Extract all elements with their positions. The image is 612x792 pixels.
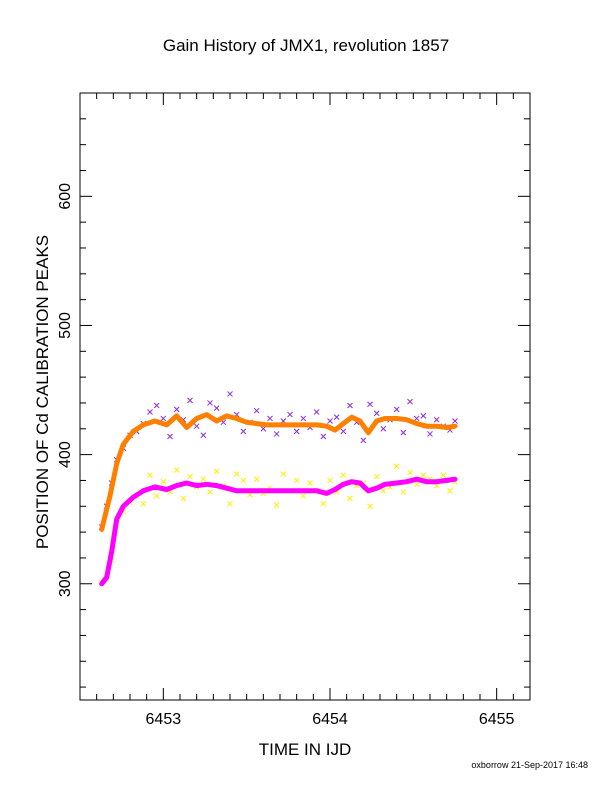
y-tick-label: 600 — [57, 183, 74, 210]
data-point — [233, 471, 240, 477]
data-point — [293, 477, 300, 484]
data-point — [367, 401, 373, 408]
data-point — [213, 468, 220, 475]
y-tick-label: 500 — [57, 312, 74, 339]
data-point — [180, 495, 187, 502]
y-tick-label: 400 — [57, 441, 74, 468]
data-point — [240, 428, 247, 435]
data-point — [173, 406, 180, 413]
data-point — [433, 416, 440, 423]
trend-line — [99, 412, 458, 532]
plot-frame — [79, 92, 531, 701]
data-series — [98, 391, 458, 587]
data-point — [267, 415, 273, 422]
data-point — [160, 478, 167, 485]
data-point — [153, 402, 160, 409]
data-point — [320, 500, 327, 507]
data-point — [187, 473, 193, 480]
data-point — [407, 469, 413, 476]
data-point — [213, 405, 220, 411]
x-axis-label: TIME IN IJD — [259, 740, 352, 759]
data-point — [273, 431, 280, 437]
data-point — [420, 413, 427, 419]
data-point — [253, 407, 260, 414]
chart-title: Gain History of JMX1, revolution 1857 — [162, 36, 450, 55]
data-point — [427, 431, 433, 437]
data-point — [287, 411, 293, 418]
data-point — [413, 481, 420, 488]
axis-labels: TIME IN IJD POSITION OF Cd CALIBRATION P… — [33, 235, 351, 759]
data-point — [440, 472, 447, 479]
y-tick-label: 300 — [57, 570, 74, 597]
axis-ticks: 6453 6454 6455 300 400 500 600 — [57, 92, 531, 728]
data-point — [393, 463, 400, 470]
data-point — [393, 406, 400, 413]
data-point — [207, 400, 213, 406]
data-point — [160, 415, 167, 422]
data-point — [373, 410, 380, 417]
data-point — [307, 480, 313, 486]
data-point — [380, 425, 387, 432]
data-point — [187, 397, 193, 404]
data-point — [452, 418, 458, 424]
data-point — [300, 493, 307, 499]
y-axis-label: POSITION OF Cd CALIBRATION PEAKS — [33, 235, 52, 549]
data-point — [167, 433, 173, 440]
trend-line — [99, 476, 458, 587]
data-point — [153, 493, 160, 499]
data-point — [200, 432, 207, 439]
data-point — [240, 477, 247, 484]
data-point — [320, 433, 327, 440]
data-point — [360, 437, 367, 444]
data-point — [313, 409, 320, 415]
data-point — [447, 487, 453, 494]
data-point — [200, 476, 207, 483]
series-points — [98, 391, 458, 530]
data-point — [347, 402, 353, 409]
credit-stamp: oxborrow 21-Sep-2017 16:48 — [471, 760, 588, 770]
data-point — [327, 418, 333, 424]
data-point — [173, 467, 180, 473]
data-point — [227, 500, 233, 507]
series-trend — [99, 476, 458, 587]
x-tick-label: 6455 — [479, 711, 515, 728]
data-point — [420, 472, 427, 479]
data-point — [400, 429, 407, 436]
data-point — [193, 423, 200, 430]
data-point — [147, 409, 153, 415]
data-point — [380, 487, 387, 494]
data-point — [207, 489, 213, 495]
plot-border — [79, 92, 531, 701]
data-point — [293, 428, 300, 435]
data-point — [407, 398, 413, 405]
data-point — [227, 391, 233, 397]
data-point — [280, 471, 287, 477]
data-point — [400, 489, 407, 495]
data-point — [413, 415, 420, 422]
data-point — [140, 500, 147, 507]
data-point — [253, 476, 260, 483]
x-tick-label: 6454 — [312, 711, 348, 728]
data-point — [340, 428, 347, 435]
data-point — [373, 473, 380, 480]
data-point — [367, 503, 373, 510]
data-point — [327, 477, 333, 484]
data-point — [273, 502, 280, 508]
data-point — [147, 472, 153, 479]
data-point — [333, 414, 340, 421]
data-point — [300, 415, 307, 422]
data-point — [347, 495, 353, 502]
x-tick-label: 6453 — [146, 711, 182, 728]
series-trend — [99, 412, 458, 532]
data-point — [340, 472, 347, 479]
